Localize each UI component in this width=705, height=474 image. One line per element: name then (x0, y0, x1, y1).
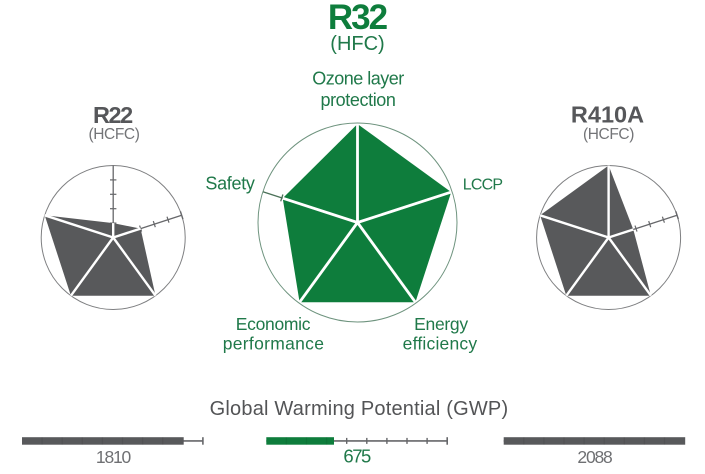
svg-text:(HFC): (HFC) (330, 33, 384, 55)
svg-text:2088: 2088 (577, 447, 612, 467)
svg-text:protection: protection (320, 90, 395, 110)
svg-text:Economic: Economic (236, 314, 311, 334)
svg-text:(HCFC): (HCFC) (583, 126, 634, 143)
svg-text:675: 675 (343, 446, 371, 467)
svg-text:R410A: R410A (571, 102, 644, 128)
svg-text:Safety: Safety (205, 174, 255, 194)
svg-text:LCCP: LCCP (463, 177, 503, 194)
svg-text:performance: performance (223, 334, 325, 354)
svg-text:Ozone layer: Ozone layer (312, 69, 404, 89)
svg-text:Global Warming Potential (GWP): Global Warming Potential (GWP) (210, 398, 509, 420)
svg-text:R22: R22 (93, 102, 133, 128)
svg-text:(HCFC): (HCFC) (89, 126, 140, 143)
svg-text:efficiency: efficiency (403, 334, 478, 354)
svg-text:1810: 1810 (96, 447, 132, 467)
svg-text:R32: R32 (328, 0, 388, 37)
svg-text:Energy: Energy (414, 314, 468, 334)
